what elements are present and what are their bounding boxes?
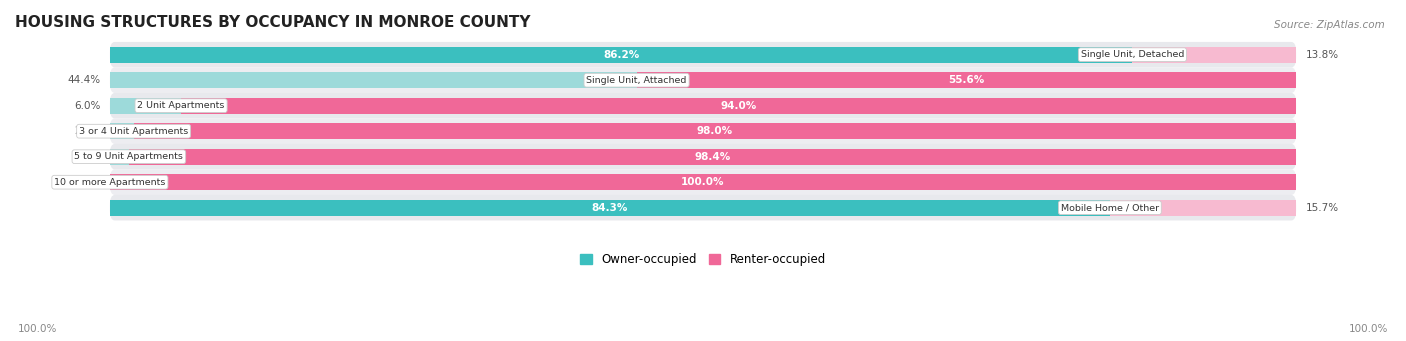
- Text: 6.0%: 6.0%: [75, 101, 100, 111]
- Bar: [110, 149, 129, 165]
- Text: 2 Unit Apartments: 2 Unit Apartments: [138, 101, 225, 110]
- Text: 98.4%: 98.4%: [695, 152, 731, 162]
- Text: Source: ZipAtlas.com: Source: ZipAtlas.com: [1274, 20, 1385, 30]
- Bar: [110, 123, 134, 139]
- Legend: Owner-occupied, Renter-occupied: Owner-occupied, Renter-occupied: [575, 248, 831, 270]
- Bar: [110, 47, 1132, 63]
- Bar: [129, 149, 1296, 165]
- Text: 1.6%: 1.6%: [75, 152, 100, 162]
- Text: 13.8%: 13.8%: [1306, 50, 1339, 60]
- Text: 3 or 4 Unit Apartments: 3 or 4 Unit Apartments: [79, 127, 188, 136]
- Bar: [134, 123, 1296, 139]
- Text: 86.2%: 86.2%: [603, 50, 640, 60]
- Bar: [110, 174, 1296, 190]
- Bar: [1132, 47, 1296, 63]
- Text: 5 to 9 Unit Apartments: 5 to 9 Unit Apartments: [75, 152, 183, 161]
- Bar: [181, 98, 1296, 114]
- Bar: [110, 72, 637, 88]
- FancyBboxPatch shape: [110, 144, 1296, 169]
- Text: 44.4%: 44.4%: [67, 75, 100, 85]
- Bar: [1109, 200, 1296, 216]
- Text: Mobile Home / Other: Mobile Home / Other: [1060, 203, 1159, 212]
- Bar: [110, 200, 1109, 216]
- Text: 0.0%: 0.0%: [75, 177, 100, 187]
- Text: Single Unit, Attached: Single Unit, Attached: [586, 76, 686, 85]
- Bar: [110, 98, 181, 114]
- FancyBboxPatch shape: [110, 118, 1296, 144]
- Text: 94.0%: 94.0%: [720, 101, 756, 111]
- Text: 100.0%: 100.0%: [682, 177, 724, 187]
- FancyBboxPatch shape: [110, 93, 1296, 118]
- Text: 100.0%: 100.0%: [1348, 324, 1388, 334]
- Text: 15.7%: 15.7%: [1306, 203, 1339, 213]
- Text: 84.3%: 84.3%: [592, 203, 628, 213]
- FancyBboxPatch shape: [110, 68, 1296, 93]
- Text: 10 or more Apartments: 10 or more Apartments: [55, 178, 166, 187]
- Text: Single Unit, Detached: Single Unit, Detached: [1081, 50, 1184, 59]
- Bar: [637, 72, 1296, 88]
- Text: 55.6%: 55.6%: [948, 75, 984, 85]
- Text: 100.0%: 100.0%: [18, 324, 58, 334]
- Text: HOUSING STRUCTURES BY OCCUPANCY IN MONROE COUNTY: HOUSING STRUCTURES BY OCCUPANCY IN MONRO…: [15, 15, 530, 30]
- FancyBboxPatch shape: [110, 42, 1296, 68]
- FancyBboxPatch shape: [110, 195, 1296, 221]
- Text: 98.0%: 98.0%: [697, 126, 733, 136]
- Text: 2.0%: 2.0%: [75, 126, 100, 136]
- FancyBboxPatch shape: [110, 169, 1296, 195]
